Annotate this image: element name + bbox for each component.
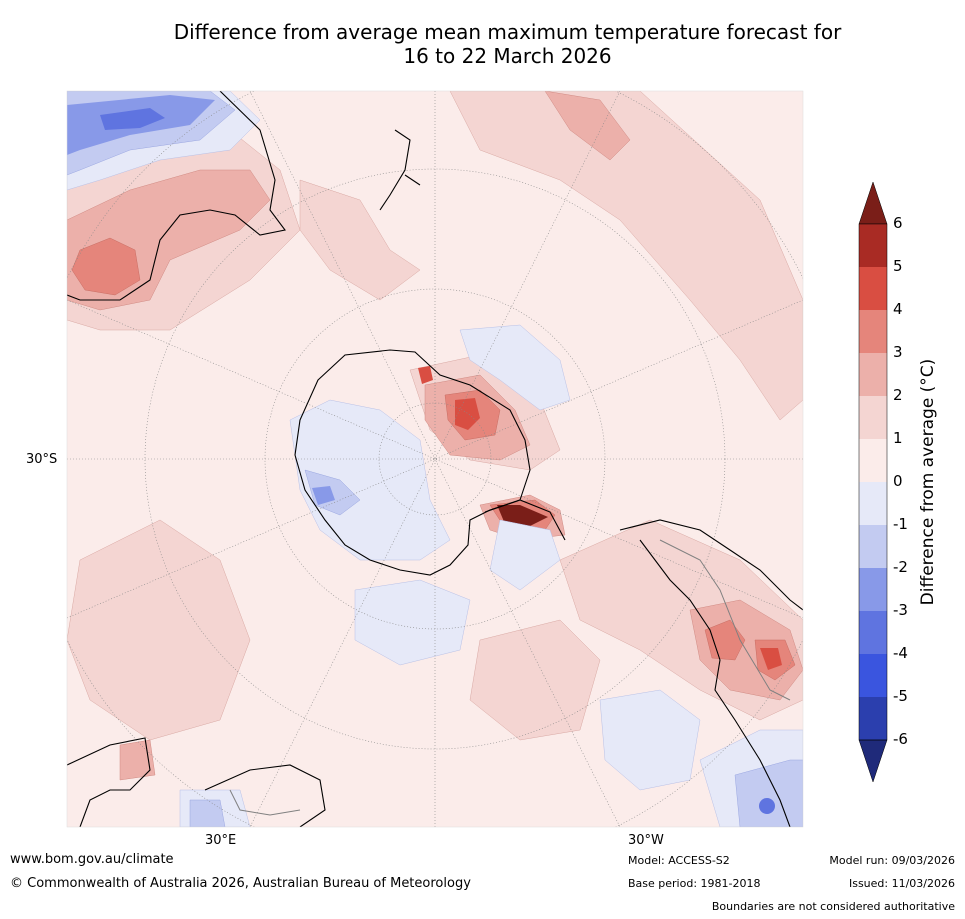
colorbar-tick-label: -4 xyxy=(893,644,908,662)
colorbar-bin xyxy=(859,310,887,353)
footer-model: Model: ACCESS-S2 xyxy=(628,854,730,867)
warm-region-south-indian xyxy=(67,519,251,741)
warm-region-peninsula-peak xyxy=(497,505,548,526)
cool-region-south-indian xyxy=(354,579,471,666)
country-borders xyxy=(229,539,791,816)
map-frame xyxy=(66,90,804,828)
colorbar-label: Difference from average (°C) xyxy=(918,358,938,606)
cool-region-east-antarctica xyxy=(289,399,451,561)
colorbar-over-triangle xyxy=(858,181,888,225)
coastline-madagascar xyxy=(204,764,326,827)
colorbar-bin xyxy=(859,439,887,482)
warm-region-tasman xyxy=(299,179,421,301)
warm-region-africa xyxy=(119,739,156,781)
title-line-1: Difference from average mean maximum tem… xyxy=(173,20,842,44)
colorbar-bin xyxy=(859,482,887,525)
colorbar-tick-label: -1 xyxy=(893,515,908,533)
footer-disclaimer: Boundaries are not considered authoritat… xyxy=(711,900,955,913)
colorbar-bin xyxy=(859,396,887,439)
footer-model-run: Model run: 09/03/2026 xyxy=(829,854,955,867)
warm-region-sa-peak xyxy=(760,648,782,670)
colorbar-bin xyxy=(859,267,887,310)
colorbar-bin xyxy=(859,525,887,568)
colorbar-tick-label: 1 xyxy=(893,429,903,447)
colorbar-tick-label: -5 xyxy=(893,687,908,705)
colorbar-tick-label: 6 xyxy=(893,214,903,232)
colorbar-under-triangle xyxy=(858,739,888,783)
colorbar-bin xyxy=(859,353,887,396)
coastline-africa xyxy=(67,737,151,827)
graticule xyxy=(67,91,803,827)
cool-region-east-indian xyxy=(489,519,561,591)
cool-region-south-atlantic xyxy=(599,689,701,791)
coastline-antarctica xyxy=(294,349,531,576)
colorbar-tick-label: 0 xyxy=(893,472,903,490)
map-title: Difference from average mean maximum tem… xyxy=(60,20,955,68)
colorbar-tick-label: -2 xyxy=(893,558,908,576)
colorbar-tick-label: 3 xyxy=(893,343,903,361)
cool-region-indian-ne-peak xyxy=(100,108,165,130)
coastline-south-america xyxy=(619,519,803,827)
warm-region-central-south xyxy=(469,619,601,741)
cool-region-weddell xyxy=(459,324,571,411)
footer-issued: Issued: 11/03/2026 xyxy=(848,877,955,890)
title-line-2: 16 to 22 March 2026 xyxy=(403,44,612,68)
cool-region-sw-africa-mid xyxy=(189,799,226,827)
warm-region-australia-core xyxy=(71,237,141,296)
colorbar-tick-label: 5 xyxy=(893,257,903,275)
footer-base-period: Base period: 1981-2018 xyxy=(628,877,761,890)
colorbar xyxy=(858,181,888,783)
lon-label-30e: 30°E xyxy=(205,833,237,848)
colorbar-bin xyxy=(859,568,887,611)
colorbar-tick-label: -3 xyxy=(893,601,908,619)
footer-website[interactable]: www.bom.gov.au/climate xyxy=(10,852,174,867)
colorbar-tick-label: -6 xyxy=(893,730,908,748)
coastline-peninsula xyxy=(484,499,566,541)
footer-copyright: © Commonwealth of Australia 2026, Austra… xyxy=(10,876,471,891)
cool-region-se-corner-mid xyxy=(734,759,803,827)
lat-label-30s: 30°S xyxy=(26,452,58,467)
colorbar-bin xyxy=(859,654,887,697)
coastline-australia xyxy=(67,91,286,301)
lon-label-30w: 30°W xyxy=(628,833,664,848)
colorbar-tick-label: 2 xyxy=(893,386,903,404)
coastline-new-zealand xyxy=(379,129,421,211)
warm-region-amundsen-peak xyxy=(455,398,480,430)
warm-region-north xyxy=(449,91,803,421)
warm-region-ross-spot xyxy=(418,366,433,384)
colorbar-bin xyxy=(859,697,887,740)
cool-region-east-antarctica-core xyxy=(312,486,335,505)
colorbar-tick-label: 4 xyxy=(893,300,903,318)
colorbar-bin xyxy=(859,611,887,654)
colorbar-bin xyxy=(859,224,887,267)
cool-region-se-peak xyxy=(759,798,775,814)
warm-region-north-central xyxy=(544,91,631,161)
colorbar-outline xyxy=(858,223,888,741)
